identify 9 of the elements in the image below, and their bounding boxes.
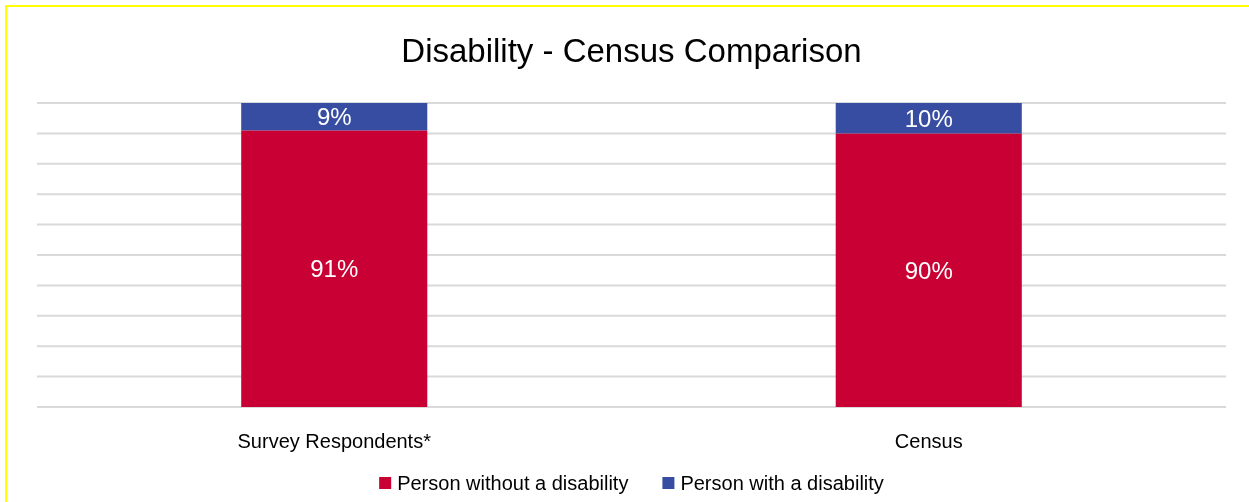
legend-label: Person without a disability xyxy=(397,472,629,494)
chart-title: Disability - Census Comparison xyxy=(401,32,862,69)
data-label: 90% xyxy=(904,256,953,284)
data-label: 9% xyxy=(316,103,352,131)
x-tick-label: Survey Respondents* xyxy=(237,430,432,452)
data-label: 91% xyxy=(310,255,359,283)
x-tick-label: Census xyxy=(894,430,963,452)
data-label: 10% xyxy=(904,104,953,132)
legend-label: Person with a disability xyxy=(680,472,884,494)
